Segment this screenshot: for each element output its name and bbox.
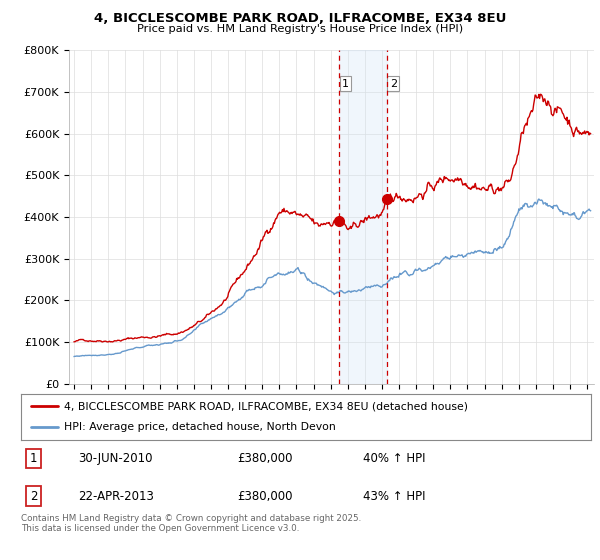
Text: 4, BICCLESCOMBE PARK ROAD, ILFRACOMBE, EX34 8EU: 4, BICCLESCOMBE PARK ROAD, ILFRACOMBE, E… xyxy=(94,12,506,25)
Text: 22-APR-2013: 22-APR-2013 xyxy=(78,490,154,503)
Text: 43% ↑ HPI: 43% ↑ HPI xyxy=(363,490,425,503)
Text: 1: 1 xyxy=(30,452,37,465)
Bar xyxy=(339,50,387,384)
Text: 40% ↑ HPI: 40% ↑ HPI xyxy=(363,452,425,465)
Text: £380,000: £380,000 xyxy=(238,452,293,465)
Text: 2: 2 xyxy=(30,490,37,503)
Text: 1: 1 xyxy=(342,79,349,88)
Text: 4, BICCLESCOMBE PARK ROAD, ILFRACOMBE, EX34 8EU (detached house): 4, BICCLESCOMBE PARK ROAD, ILFRACOMBE, E… xyxy=(64,401,468,411)
Text: £380,000: £380,000 xyxy=(238,490,293,503)
Text: Price paid vs. HM Land Registry's House Price Index (HPI): Price paid vs. HM Land Registry's House … xyxy=(137,24,463,34)
Text: 30-JUN-2010: 30-JUN-2010 xyxy=(78,452,152,465)
Text: Contains HM Land Registry data © Crown copyright and database right 2025.
This d: Contains HM Land Registry data © Crown c… xyxy=(21,514,361,534)
Text: HPI: Average price, detached house, North Devon: HPI: Average price, detached house, Nort… xyxy=(64,422,335,432)
Text: 2: 2 xyxy=(389,79,397,88)
